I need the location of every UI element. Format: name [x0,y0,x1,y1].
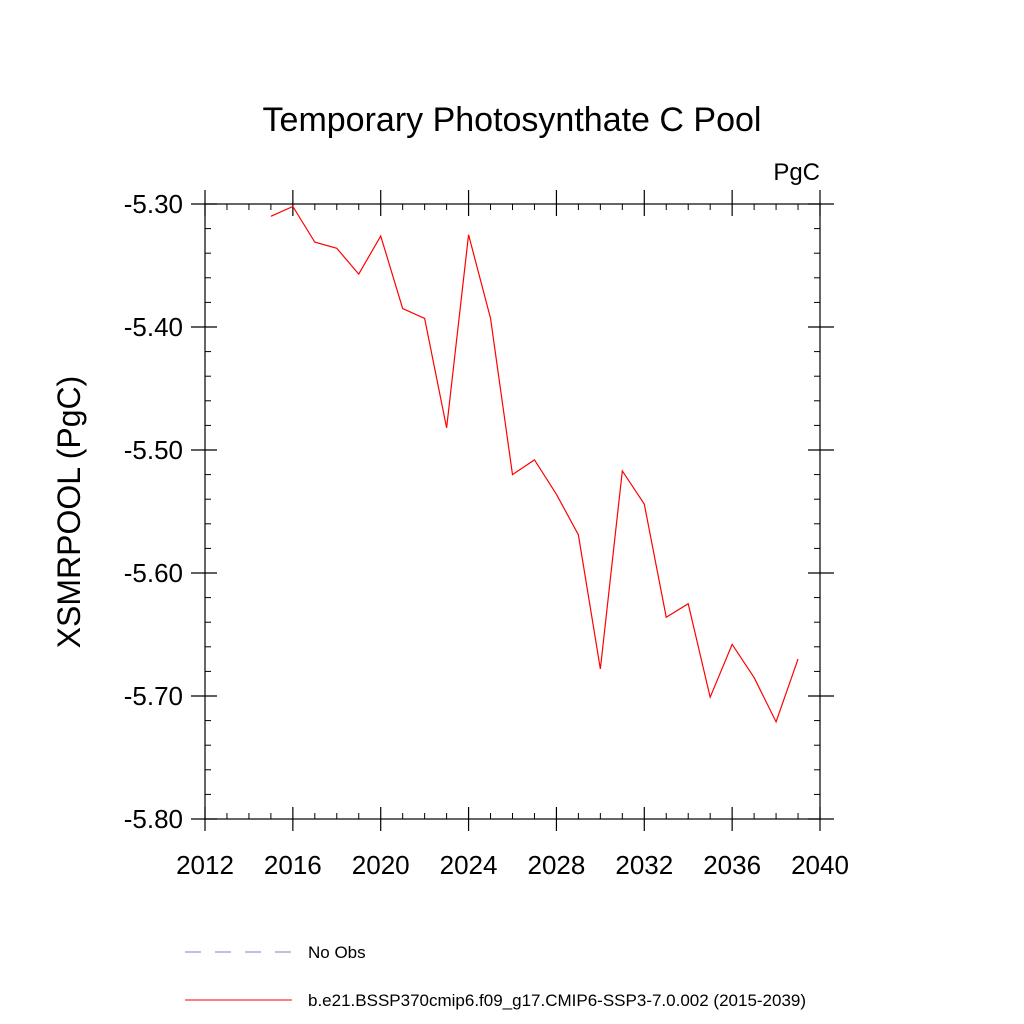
x-tick-label: 2028 [528,850,586,880]
y-tick-label: -5.70 [124,681,183,711]
series-group [270,205,799,724]
x-tick-label: 2020 [352,850,410,880]
series-line [270,205,799,724]
x-axis-tick-labels: 2012 2016 2020 2024 2028 2032 2036 2040 [176,850,849,880]
x-tick-label: 2036 [703,850,761,880]
y-tick-label: -5.40 [124,312,183,342]
y-tick-label: -5.50 [124,435,183,465]
plot-frame [204,203,821,820]
y-axis-ticks [191,203,834,820]
y-tick-label: -5.80 [124,804,183,834]
units-label: PgC [773,159,820,186]
legend: No Obs b.e21.BSSP370cmip6.f09_g17.CMIP6-S… [185,943,806,1010]
x-tick-label: 2024 [440,850,498,880]
legend-label: b.e21.BSSP370cmip6.f09_g17.CMIP6-SSP3-7.… [308,991,806,1010]
y-axis-tick-labels: -5.30 -5.40 -5.50 -5.60 -5.70 -5.80 [124,189,183,834]
x-tick-label: 2040 [791,850,849,880]
y-tick-label: -5.30 [124,189,183,219]
legend-label: No Obs [308,943,366,962]
x-tick-label: 2016 [264,850,322,880]
chart-title: Temporary Photosynthate C Pool [263,101,762,139]
x-axis-ticks [204,190,821,831]
x-tick-label: 2012 [176,850,234,880]
y-tick-label: -5.60 [124,558,183,588]
y-axis-label: XSMRPOOL (PgC) [51,376,87,649]
x-tick-label: 2032 [615,850,673,880]
